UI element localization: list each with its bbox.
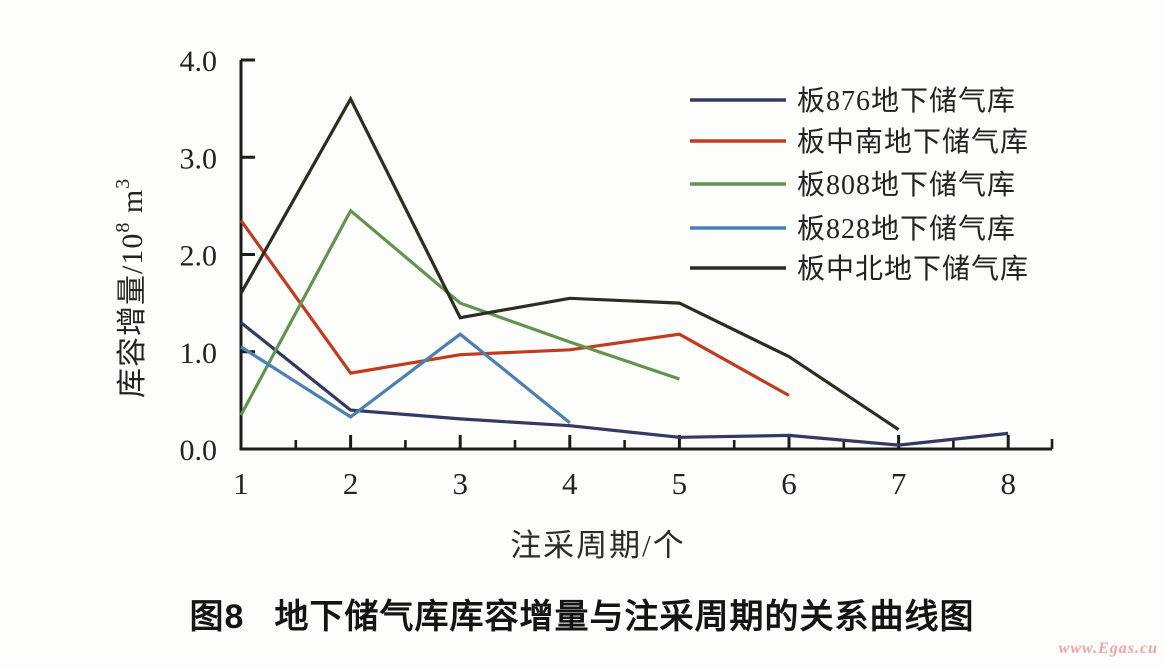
y-tick-label: 0.0 <box>180 434 218 467</box>
y-tick-label: 4.0 <box>180 45 218 78</box>
x-tick-label: 1 <box>233 466 249 501</box>
figure-caption-number: 图8 <box>189 598 245 636</box>
legend-label-4: 板中北地下储气库 <box>797 253 1029 285</box>
x-tick-label: 6 <box>781 466 797 501</box>
series-line-1 <box>239 219 790 397</box>
y-tick-label: 1.0 <box>180 337 218 370</box>
legend-label-1: 板中南地下储气库 <box>797 126 1029 158</box>
x-tick-label: 5 <box>672 466 688 501</box>
series-line-4 <box>239 95 900 431</box>
x-tick-label: 3 <box>452 466 468 501</box>
y-axis-title: 库容增量/108 m3 <box>112 178 149 398</box>
series-line-0 <box>240 321 1009 447</box>
watermark: www.Egas.cu <box>1058 640 1158 657</box>
x-tick-label: 7 <box>891 466 907 501</box>
legend-label-0: 板876地下储气库 <box>797 85 1016 117</box>
legend-label-2: 板808地下储气库 <box>797 169 1016 201</box>
x-tick-label: 8 <box>1000 466 1016 501</box>
x-tick-label: 4 <box>562 466 578 501</box>
x-tick-label: 2 <box>343 466 359 501</box>
figure-caption: 图8 地下储气库库容增量与注采周期的关系曲线图 <box>0 589 1164 638</box>
series-line-2 <box>239 208 680 416</box>
axes <box>239 60 1053 451</box>
legend-label-3: 板828地下储气库 <box>797 213 1016 245</box>
series-line-3 <box>240 332 571 424</box>
x-axis-title: 注采周期/个 <box>510 528 686 563</box>
y-tick-label: 2.0 <box>180 240 218 273</box>
figure-caption-text: 地下储气库库容增量与注采周期的关系曲线图 <box>274 598 975 636</box>
y-tick-label: 3.0 <box>180 142 218 175</box>
